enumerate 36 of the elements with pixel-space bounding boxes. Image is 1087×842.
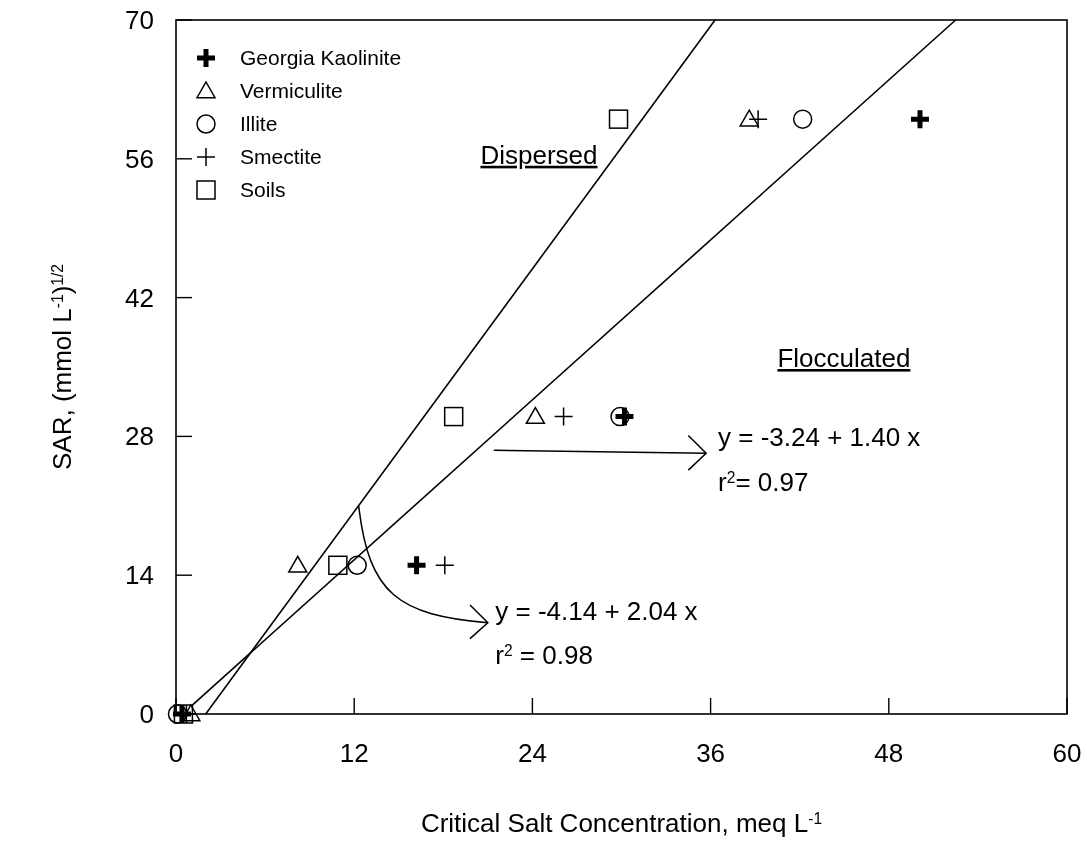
- x-tick-label: 60: [1052, 738, 1082, 768]
- legend-label: Soils: [240, 178, 286, 201]
- annotation: r$^{2}$= 0.97: [718, 466, 809, 497]
- y-tick-label: 0: [139, 699, 154, 729]
- x-tick-label: 48: [874, 738, 904, 768]
- legend-label: Smectite: [240, 145, 322, 168]
- point: [739, 109, 759, 127]
- point: [525, 406, 546, 425]
- x-tick-label: 0: [168, 738, 184, 768]
- annotation: Dispersed: [480, 139, 598, 170]
- legend-label: Georgia Kaolinite: [240, 46, 402, 69]
- annotation: y = -3.24 + 1.40 x: [718, 422, 921, 453]
- x-tick-label: 12: [339, 738, 369, 768]
- annotation: r$^{2}$ = 0.98: [495, 640, 593, 671]
- y-tick-label: 56: [125, 143, 154, 174]
- legend-label: Vermiculite: [240, 79, 343, 102]
- point: [608, 109, 629, 129]
- point: [181, 704, 201, 722]
- point: [288, 555, 308, 573]
- y-tick-label: 42: [125, 282, 154, 313]
- x-tick-label: 36: [696, 738, 726, 768]
- point: [347, 555, 367, 576]
- legend-label: Illite: [240, 112, 278, 135]
- y-tick-label: 14: [125, 560, 154, 591]
- point: [792, 109, 813, 129]
- point: [443, 406, 464, 427]
- x-axis-title: Critical Salt Concentration, meq L$^{-1}$: [420, 808, 823, 838]
- y-tick-label: 28: [125, 421, 154, 452]
- point: [328, 555, 348, 576]
- point: [405, 553, 429, 577]
- annotation: Flocculated: [777, 343, 911, 373]
- point: [908, 107, 932, 131]
- x-tick-label: 24: [517, 738, 547, 768]
- annotation: y = -4.14 + 2.04 x: [495, 595, 698, 626]
- point: [612, 405, 636, 429]
- y-tick-label: 70: [125, 5, 154, 35]
